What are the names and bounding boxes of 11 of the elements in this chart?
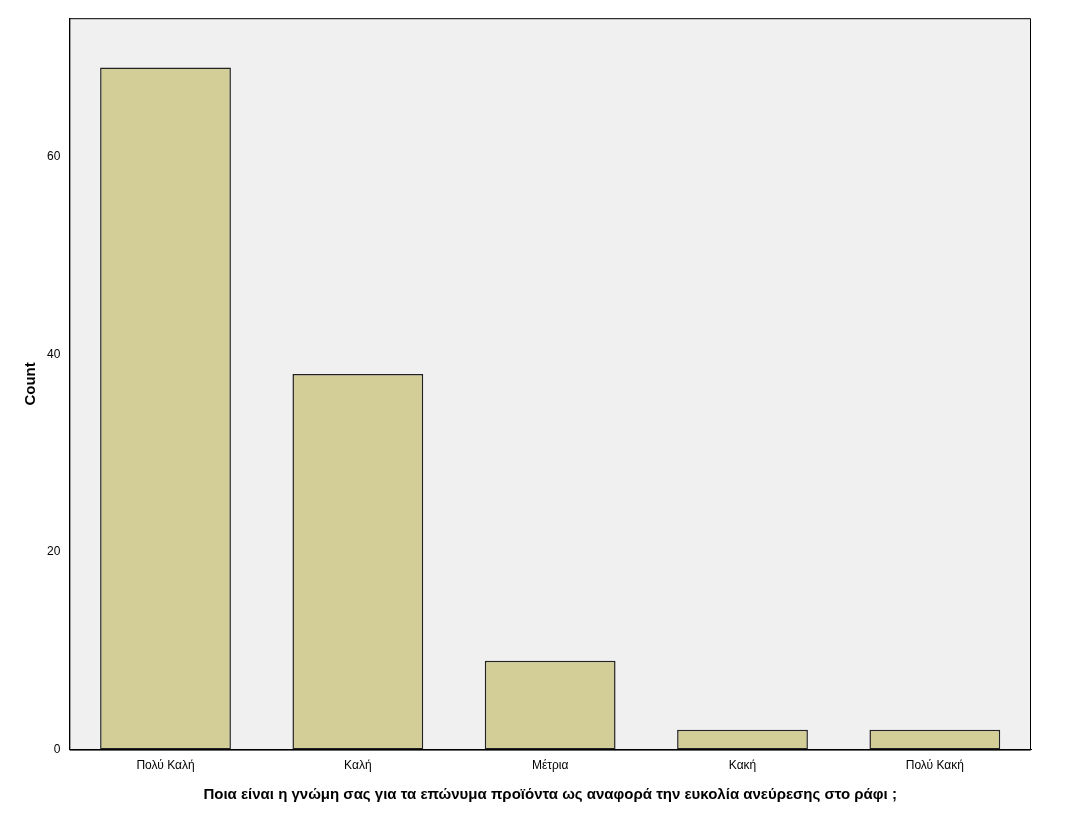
- y-axis-title: Count: [21, 362, 39, 406]
- x-tick-label: Μέτρια: [531, 758, 569, 773]
- y-tick-label: 40: [46, 346, 61, 361]
- x-tick-label: Καλή: [344, 758, 372, 773]
- x-tick-label: Πολύ Καλή: [136, 758, 195, 773]
- x-tick-label: Κακή: [728, 758, 757, 773]
- y-tick-label: 20: [46, 544, 61, 559]
- y-tick-label: 60: [46, 148, 61, 163]
- x-tick-label: Πολύ Κακή: [905, 758, 964, 773]
- x-axis-title: Ποια είναι η γνώμη σας για τα επώνυμα προϊόντα ως αναφορά την ευκολία ανεύρεσης στο ράφι ;: [203, 785, 897, 803]
- y-tick-label: 0: [53, 741, 61, 756]
